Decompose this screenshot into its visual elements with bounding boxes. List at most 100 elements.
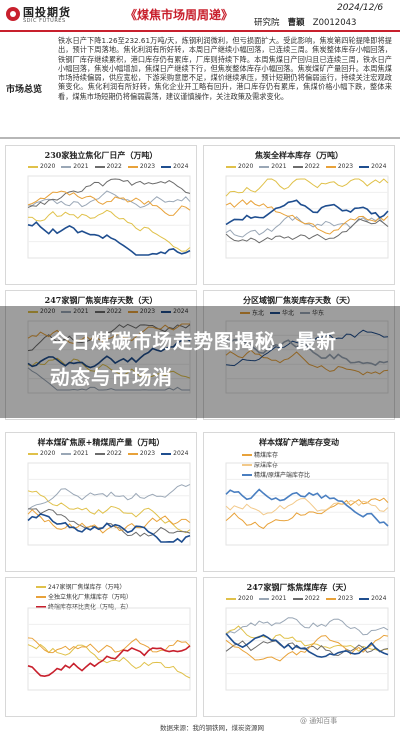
chart-panel-mine-output: 样本煤矿焦原+精煤周产量（万吨） 2020 2021 2022 2023 2024 [5, 432, 197, 572]
chart-legend: 精煤库存 原煤库存 精煤/原煤产端库存比 [242, 450, 310, 479]
data-source: 数据来源：我的钢铁网，煤炭资源网 [160, 724, 264, 732]
legend-swatch [61, 165, 72, 168]
chart-panel-coke-output: 230家独立焦化厂日产（万吨） 2020 2021 2022 2023 2024 [5, 145, 197, 285]
legend-item: 2021 [259, 163, 287, 170]
legend-swatch [61, 452, 72, 455]
legend-label: 2020 [40, 163, 56, 170]
legend-label: 2023 [337, 595, 354, 602]
plot-area [225, 175, 389, 259]
legend-label: 2024 [173, 450, 189, 457]
legend-swatch [94, 165, 105, 168]
plot-area [27, 175, 191, 259]
headline-banner[interactable]: 今日煤碳市场走势图揭秘，最新动态与市场消 [0, 306, 400, 418]
legend-swatch [325, 597, 336, 600]
legend-swatch [36, 585, 46, 588]
line-chart [225, 320, 389, 394]
bar-line-chart [225, 462, 389, 546]
legend-label: 2021 [271, 163, 287, 170]
legend-label: 2022 [106, 308, 122, 315]
series-line [27, 490, 191, 534]
chart-panel-mine-inventory: 样本煤矿产端库存变动 精煤库存 原煤库存 精煤/原煤产端库存比 [203, 432, 395, 572]
legend-swatch [359, 597, 370, 600]
legend-item: 2023 [325, 163, 354, 170]
legend-label: 全独立焦化厂焦煤库存（万吨） [48, 594, 133, 601]
series-line [225, 329, 389, 367]
legend-label: 2023 [337, 163, 354, 170]
legend-label: 2023 [139, 163, 156, 170]
legend-item: 东北 [240, 308, 264, 317]
legend-swatch [36, 605, 46, 608]
legend-label: 2022 [304, 163, 320, 170]
legend-swatch [36, 595, 46, 598]
legend-label: 2022 [304, 595, 320, 602]
legend-item: 2022 [292, 595, 320, 602]
legend-swatch [161, 310, 172, 313]
legend-label: 2023 [139, 450, 156, 457]
commentary-text: 铁水日产下降1.26至232.61万吨/天，炼钢利润微利，但亏损面扩大。受此影响… [58, 36, 392, 101]
chart-title: 230家独立焦化厂日产（万吨） [44, 150, 158, 160]
line-chart [27, 462, 191, 546]
legend-swatch [127, 310, 138, 313]
legend-item: 精煤库存 [242, 450, 310, 459]
legend-label: 华北 [282, 310, 295, 317]
legend-item: 247家钢厂焦煤库存（万吨） [36, 582, 132, 591]
legend-swatch [28, 165, 38, 168]
series-line [27, 221, 191, 256]
legend-swatch [94, 310, 105, 313]
legend-item: 2024 [161, 163, 188, 170]
chart-legend: 2020 2021 2022 2023 2024 [28, 308, 188, 315]
legend-item: 2023 [127, 450, 156, 457]
series-line [27, 323, 191, 352]
watermark: @ 通知百事 [300, 717, 338, 725]
chart-legend: 2020 2021 2022 2023 2024 [28, 163, 188, 170]
headline-text[interactable]: 今日煤碳市场走势图揭秘，最新动态与市场消 [50, 330, 338, 389]
series-line [225, 178, 389, 197]
legend-item: 2021 [61, 163, 89, 170]
legend-item: 2022 [94, 450, 122, 457]
legend-swatch [28, 310, 38, 313]
plot-area [27, 462, 191, 546]
report-meta: 研究院 曹颖 Z0012043 [254, 16, 356, 28]
legend-label: 2024 [371, 163, 387, 170]
legend-swatch [61, 310, 72, 313]
series-line [225, 617, 389, 636]
bar-line-chart [27, 607, 191, 691]
legend-item: 2024 [359, 163, 386, 170]
legend-swatch [242, 473, 252, 476]
legend-item: 2020 [28, 450, 55, 457]
chart-panel-coking-coal-days: 247家钢厂炼焦煤库存（天） 2020 2021 2022 2023 2024 [203, 577, 395, 717]
legend-label: 2024 [173, 163, 189, 170]
chart-legend: 东北 华北 华东 [240, 308, 324, 317]
legend-swatch [161, 165, 172, 168]
legend-item: 2022 [94, 163, 122, 170]
series-line [27, 190, 191, 216]
series-line [27, 513, 191, 544]
legend-label: 精煤库存 [254, 452, 279, 459]
legend-label: 东北 [252, 310, 265, 317]
legend-item: 2020 [28, 163, 55, 170]
legend-item: 2024 [161, 308, 188, 315]
legend-label: 2021 [271, 595, 287, 602]
legend-item: 2020 [226, 163, 253, 170]
report-code: Z0012043 [312, 18, 357, 28]
legend-swatch [325, 165, 336, 168]
legend-swatch [240, 311, 250, 314]
series-line [27, 508, 191, 537]
market-commentary: 市场总览 铁水日产下降1.26至232.61万吨/天，炼钢利润微利，但亏损面扩大… [0, 32, 400, 135]
plot-area [27, 320, 191, 394]
report-header: 国投期货 SDIC FUTURES 《煤焦市场周周递》 2024/12/6 研究… [0, 0, 400, 30]
series-line [27, 209, 191, 252]
commentary-label: 市场总览 [6, 85, 43, 95]
legend-swatch [259, 165, 270, 168]
legend-label: 2024 [173, 308, 189, 315]
chart-title: 样本煤矿产端库存变动 [259, 437, 339, 447]
legend-swatch [127, 452, 138, 455]
legend-item: 2022 [292, 163, 320, 170]
legend-swatch [292, 165, 303, 168]
legend-label: 2020 [238, 595, 254, 602]
series-line [225, 215, 389, 238]
legend-label: 2020 [40, 308, 56, 315]
chart-panel-coking-coal-stock: 247家钢厂焦煤库存（万吨） 全独立焦化厂焦煤库存（万吨） 终端库存环比变化（万吨，… [5, 577, 197, 717]
legend-label: 2022 [106, 163, 122, 170]
legend-swatch [226, 165, 236, 168]
